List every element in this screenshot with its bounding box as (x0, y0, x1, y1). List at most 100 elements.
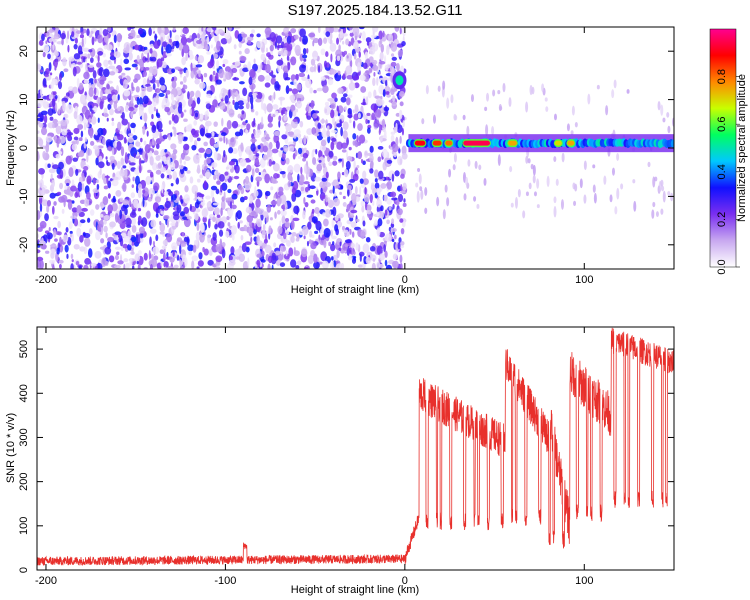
noise-speck (66, 182, 70, 187)
noise-speck (251, 222, 254, 227)
noise-speck (370, 254, 377, 262)
noise-speck (107, 204, 113, 214)
spectrogram-y-label: Frequency (Hz) (5, 110, 17, 186)
noise-speck (293, 78, 298, 87)
noise-speck (265, 47, 269, 53)
noise-speck (131, 184, 135, 189)
noise-speck (325, 51, 329, 58)
noise-speck (290, 56, 297, 66)
noise-speck (111, 202, 118, 212)
streak-speck (470, 94, 474, 103)
noise-speck (161, 184, 164, 194)
noise-speck (39, 260, 44, 269)
noise-speck (215, 255, 223, 263)
streak-speck (570, 130, 574, 136)
noise-speck (111, 179, 119, 187)
noise-speck (218, 229, 224, 237)
noise-speck (311, 127, 317, 135)
noise-speck (194, 212, 199, 221)
noise-speck (86, 28, 90, 36)
noise-speck (369, 168, 374, 174)
noise-speck (137, 234, 141, 244)
noise-speck (333, 259, 336, 268)
noise-speck (248, 221, 253, 228)
noise-speck (244, 241, 252, 246)
noise-speck (102, 137, 106, 146)
noise-speck (212, 232, 217, 241)
noise-speck (232, 88, 237, 93)
noise-speck (108, 146, 113, 152)
noise-speck (350, 209, 358, 214)
noise-speck (222, 89, 229, 94)
noise-speck (356, 164, 360, 169)
noise-speck (91, 116, 97, 125)
noise-speck (200, 201, 206, 206)
noise-speck (283, 49, 288, 56)
streak-speck (510, 202, 514, 208)
noise-speck (317, 27, 321, 34)
noise-speck (151, 162, 158, 171)
noise-speck (281, 134, 288, 140)
noise-speck (180, 152, 186, 160)
noise-speck (127, 136, 134, 143)
noise-speck (107, 103, 112, 111)
noise-speck (267, 149, 273, 158)
noise-speck (182, 44, 190, 54)
noise-speck (184, 156, 191, 161)
noise-speck (93, 145, 99, 150)
streak-speck (462, 114, 466, 121)
noise-speck (47, 29, 55, 33)
noise-speck (366, 112, 371, 117)
streak-speck (553, 113, 557, 121)
noise-speck (189, 90, 195, 98)
noise-speck (392, 253, 398, 260)
noise-speck (347, 114, 353, 118)
y-tick-label: -10 (18, 188, 30, 204)
noise-speck (103, 113, 109, 118)
noise-speck (124, 168, 128, 178)
streak-speck (420, 189, 424, 200)
noise-speck (233, 44, 237, 50)
noise-speck (49, 192, 56, 199)
noise-speck (300, 166, 303, 175)
y-tick-label: -20 (18, 237, 30, 253)
noise-speck (166, 53, 172, 57)
noise-speck (117, 134, 124, 141)
noise-speck (378, 253, 386, 261)
noise-speck (216, 180, 221, 185)
streak-speck (432, 114, 436, 124)
noise-speck (296, 100, 302, 109)
noise-speck (111, 117, 114, 122)
noise-speck (365, 96, 369, 106)
noise-speck (57, 220, 61, 229)
noise-speck (191, 144, 197, 151)
noise-speck (323, 218, 329, 227)
noise-speck (120, 146, 125, 157)
noise-speck (103, 177, 108, 185)
noise-speck (98, 219, 104, 229)
streak-speck (467, 159, 471, 167)
noise-speck (153, 182, 160, 192)
noise-speck (123, 58, 130, 65)
noise-speck (243, 195, 248, 201)
noise-speck (384, 250, 388, 258)
noise-speck (163, 261, 169, 269)
noise-speck (302, 54, 308, 59)
noise-speck (185, 53, 188, 61)
noise-speck (320, 48, 326, 56)
noise-speck (266, 103, 273, 113)
noise-speck (374, 169, 379, 178)
noise-speck (166, 174, 170, 179)
noise-speck (252, 79, 256, 84)
noise-speck (47, 163, 51, 168)
streak-speck (553, 156, 557, 163)
streak-speck (437, 85, 441, 92)
noise-speck (53, 201, 57, 206)
noise-speck (72, 66, 77, 77)
noise-speck (342, 40, 345, 45)
noise-speck (155, 208, 161, 214)
noise-speck (280, 209, 287, 217)
noise-speck (189, 176, 194, 184)
noise-speck (287, 165, 294, 174)
